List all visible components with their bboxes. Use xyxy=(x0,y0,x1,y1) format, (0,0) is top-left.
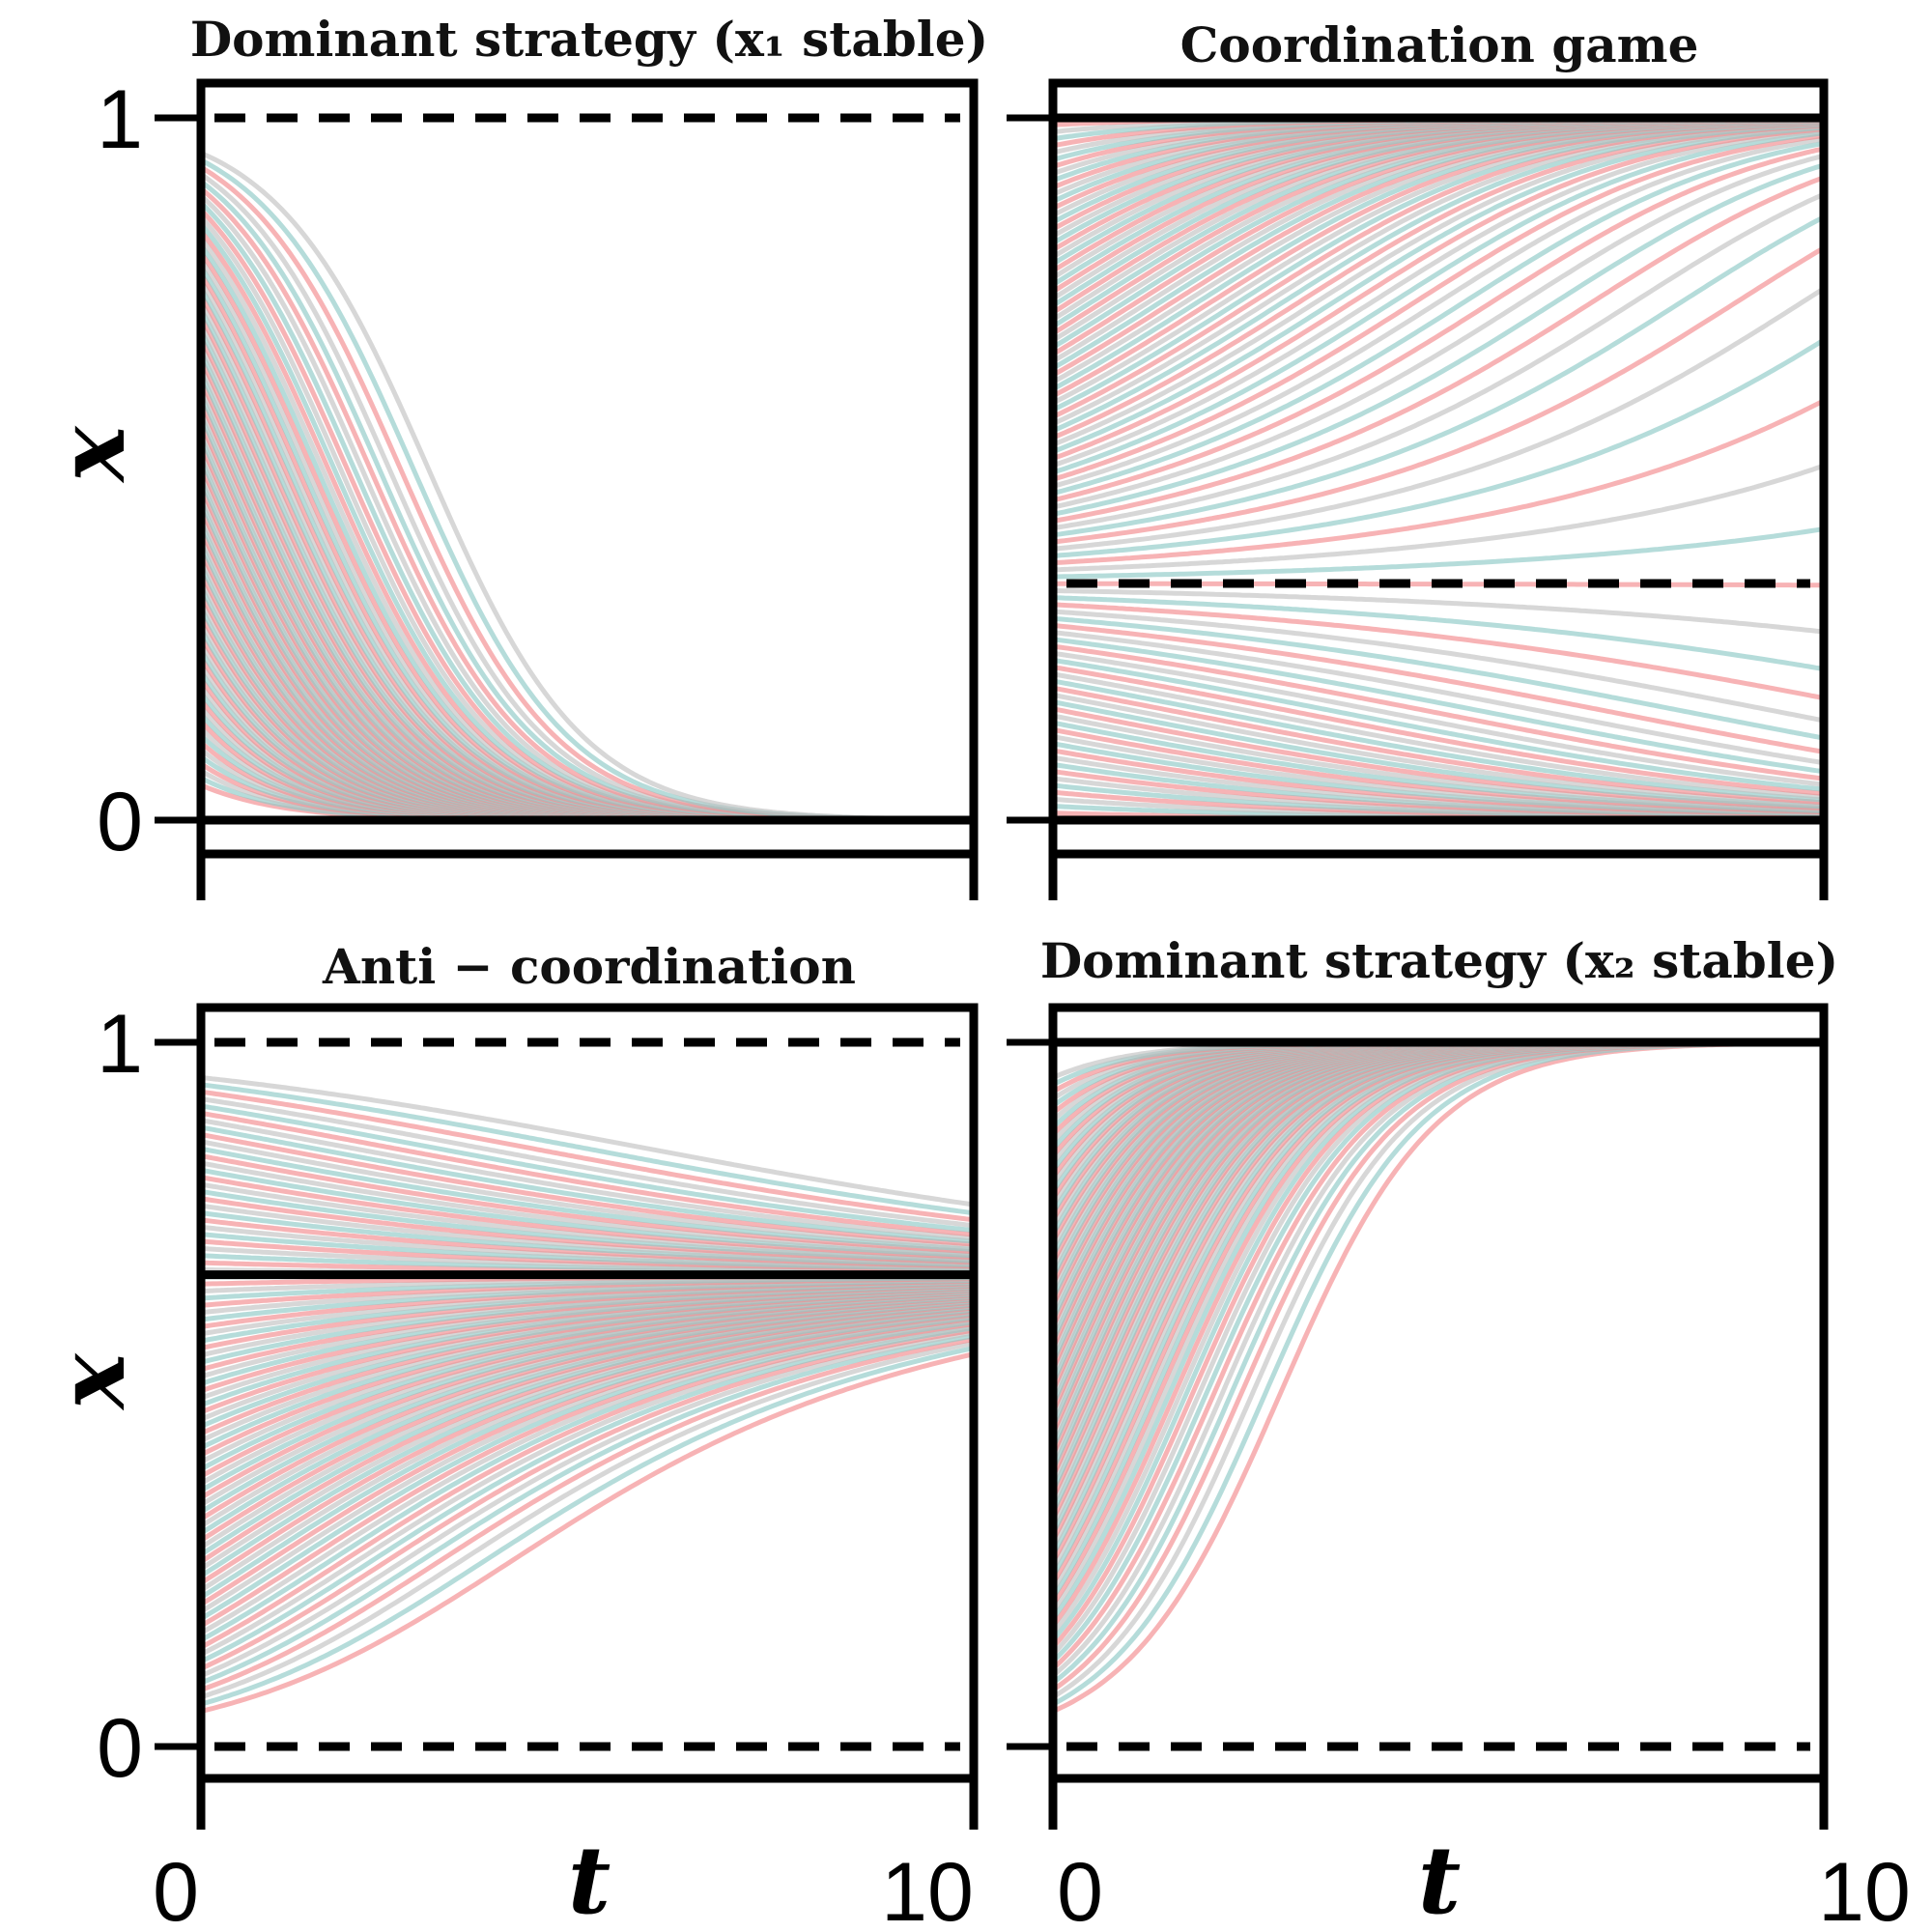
trajectory-line xyxy=(200,1075,975,1208)
trajectory-line xyxy=(1052,398,1826,566)
panel-dominant-x2: Dominant strategy (x₂ stable) 0 10 t xyxy=(1007,932,1911,1932)
panel-title: Coordination game xyxy=(1180,16,1699,73)
trajectory-line xyxy=(199,1323,975,1657)
equilibrium-lines xyxy=(1053,1037,1824,1751)
trajectory-line xyxy=(1052,127,1825,462)
trajectory-line xyxy=(1052,587,1825,635)
plot-frame xyxy=(1048,1003,1829,1783)
equilibrium-lines xyxy=(201,1037,974,1751)
trajectory-line xyxy=(200,1082,975,1216)
trajectory-line xyxy=(1052,602,1825,701)
trajectory-line xyxy=(199,1327,975,1671)
plot-frame xyxy=(1048,78,1829,859)
trajectory-line xyxy=(200,1330,975,1679)
panel-title: Dominant strategy (x₂ stable) xyxy=(1040,932,1838,989)
panel-coordination: Coordination game xyxy=(1007,16,1829,900)
trajectory-line xyxy=(200,1333,975,1686)
y-axis-label: x xyxy=(37,1352,146,1411)
trajectory-line xyxy=(200,1089,975,1223)
trajectory-line xyxy=(1052,657,1825,792)
trajectory-line xyxy=(1052,637,1825,775)
trajectory-line xyxy=(200,1153,975,1255)
trajectory-line xyxy=(199,1325,975,1664)
y-tick-label-1: 1 xyxy=(97,73,143,166)
trajectory-line xyxy=(1052,685,1825,806)
panel-anti-coordination: Anti − coordination 1 0 x 0 10 t xyxy=(37,938,979,1932)
plot-frame xyxy=(196,78,979,859)
trajectory-line xyxy=(1052,595,1825,672)
y-tick-label-0: 0 xyxy=(97,1702,143,1795)
trajectory-line xyxy=(200,1160,975,1257)
trajectory-line xyxy=(1052,140,1825,497)
trajectory-line xyxy=(1052,146,1825,503)
trajectory-line xyxy=(1052,609,1825,724)
trajectory-line xyxy=(1053,526,1825,580)
x-axis-label: t xyxy=(1418,1826,1461,1932)
trajectory-line xyxy=(1052,650,1825,787)
trajectory-group xyxy=(1050,1039,1825,1714)
trajectory-line xyxy=(1052,678,1825,803)
trajectory-line xyxy=(1052,630,1825,766)
trajectory-line xyxy=(1052,622,1825,754)
trajectory-group xyxy=(199,1075,975,1714)
panel-dominant-x1: Dominant strategy (x₁ stable) 1 0 x xyxy=(37,11,988,900)
x-tick-label-0: 0 xyxy=(1057,1846,1103,1932)
trajectory-line xyxy=(1052,615,1825,741)
trajectory-line xyxy=(1052,125,1825,454)
plot-frame xyxy=(196,1003,979,1783)
trajectory-line xyxy=(1052,692,1825,808)
equilibrium-lines xyxy=(1053,113,1824,825)
trajectory-line xyxy=(1052,699,1825,810)
x-axis-label: t xyxy=(568,1826,611,1932)
trajectory-line xyxy=(1052,665,1825,796)
trajectory-line xyxy=(1052,162,1825,517)
trajectory-line xyxy=(1052,671,1825,800)
trajectory-line xyxy=(200,1131,975,1247)
y-axis-label: x xyxy=(37,425,146,484)
trajectory-line xyxy=(1052,133,1825,482)
x-tick-label-10: 10 xyxy=(1818,1846,1911,1932)
trajectory-line xyxy=(200,1167,975,1259)
trajectory-line xyxy=(1052,130,1825,475)
trajectory-line xyxy=(1052,286,1826,552)
trajectory-line xyxy=(200,1336,975,1692)
trajectory-line xyxy=(200,1139,975,1250)
trajectory-group xyxy=(198,151,975,823)
trajectory-line xyxy=(1052,153,1825,510)
trajectory-line xyxy=(1052,706,1825,811)
panel-title: Anti − coordination xyxy=(322,938,856,995)
trajectory-line xyxy=(200,1341,975,1700)
trajectory-line xyxy=(200,1346,975,1707)
trajectory-line xyxy=(200,1096,975,1229)
y-tick-label-0: 0 xyxy=(97,776,143,868)
trajectory-line xyxy=(1052,214,1826,538)
trajectory-line xyxy=(200,1124,975,1244)
x-tick-label-10: 10 xyxy=(881,1846,974,1932)
trajectory-line xyxy=(1052,175,1825,524)
equilibrium-lines xyxy=(201,113,974,825)
panel-title: Dominant strategy (x₁ stable) xyxy=(190,11,988,68)
y-tick-label-1: 1 xyxy=(97,998,143,1091)
trajectory-line xyxy=(1052,191,1826,531)
trajectory-group xyxy=(1051,115,1826,823)
trajectory-line xyxy=(200,1118,975,1241)
trajectory-line xyxy=(200,1351,975,1714)
trajectory-line xyxy=(1052,128,1825,469)
x-tick-label-0: 0 xyxy=(153,1846,199,1932)
trajectory-line xyxy=(1052,463,1825,573)
trajectory-line xyxy=(200,1103,975,1234)
trajectory-line xyxy=(1052,643,1825,781)
trajectory-line xyxy=(1052,136,1825,489)
trajectory-line xyxy=(1052,245,1826,545)
trajectory-line xyxy=(199,1321,975,1650)
trajectory-line xyxy=(200,1146,975,1252)
trajectory-line xyxy=(200,1110,975,1237)
trajectory-line xyxy=(1052,124,1825,447)
trajectory-line xyxy=(1052,337,1826,558)
